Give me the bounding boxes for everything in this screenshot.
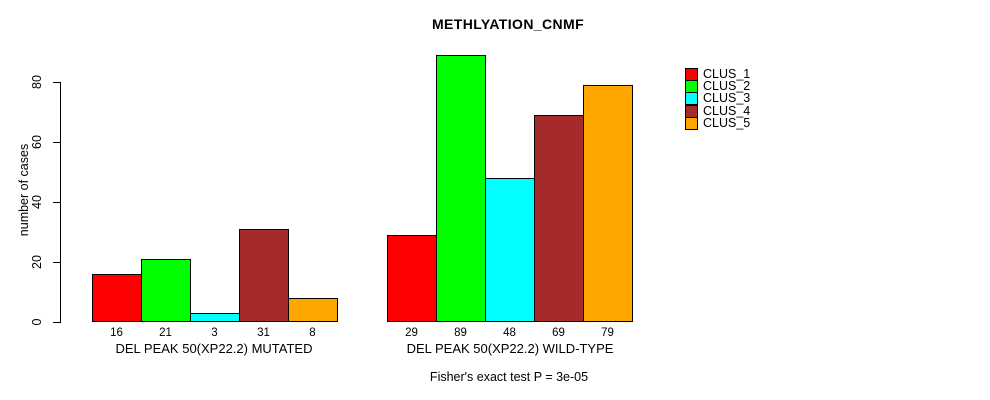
bar-value-label: 21 (159, 327, 172, 339)
clus-3-color-swatch (685, 92, 698, 105)
bar-clus_2-group0 (141, 259, 191, 322)
legend-label: CLUS_1 (703, 67, 751, 81)
y-tick-label: 80 (30, 75, 44, 89)
y-tick (53, 322, 61, 323)
group-label-wild-type: DEL PEAK 50(XP22.2) WILD-TYPE (406, 341, 614, 356)
bar-value-label: 79 (601, 327, 614, 339)
y-tick (53, 262, 61, 263)
bar-value-label: 48 (503, 327, 516, 339)
legend-label: CLUS_5 (703, 116, 751, 130)
y-tick (53, 142, 61, 143)
chart-title: METHLYATION_CNMF (431, 16, 585, 32)
fisher-test-annotation: Fisher's exact test P = 3e-05 (429, 370, 589, 384)
y-tick-label: 0 (30, 318, 44, 326)
y-tick-label: 60 (30, 135, 44, 149)
bar-value-label: 29 (405, 327, 418, 339)
bar-clus_3-group1 (485, 178, 535, 322)
bar-clus_5-group0 (288, 298, 338, 322)
y-tick-label: 20 (30, 255, 44, 269)
legend-label: CLUS_2 (703, 79, 751, 93)
bar-value-label: 16 (110, 327, 123, 339)
bar-clus_1-group0 (92, 274, 142, 322)
bar-clus_2-group1 (436, 55, 486, 322)
y-tick (53, 202, 61, 203)
bar-clus_4-group0 (239, 229, 289, 322)
bar-value-label: 31 (257, 327, 270, 339)
bar-value-label: 69 (552, 327, 565, 339)
bar-value-label: 89 (454, 327, 467, 339)
y-tick-label: 40 (30, 195, 44, 209)
y-axis-label: number of cases (17, 143, 31, 237)
bar-value-label: 8 (309, 327, 316, 339)
bar-clus_5-group1 (583, 85, 633, 322)
clus-5-color-swatch (685, 117, 698, 130)
legend-label: CLUS_3 (703, 91, 751, 105)
bar-value-label: 3 (211, 327, 218, 339)
legend-label: CLUS_4 (703, 104, 751, 118)
bar-clus_4-group1 (534, 115, 584, 322)
bar-clus_1-group1 (387, 235, 437, 322)
group-label-mutated: DEL PEAK 50(XP22.2) MUTATED (115, 341, 313, 356)
y-tick (53, 82, 61, 83)
bar-clus_3-group0 (190, 313, 240, 322)
